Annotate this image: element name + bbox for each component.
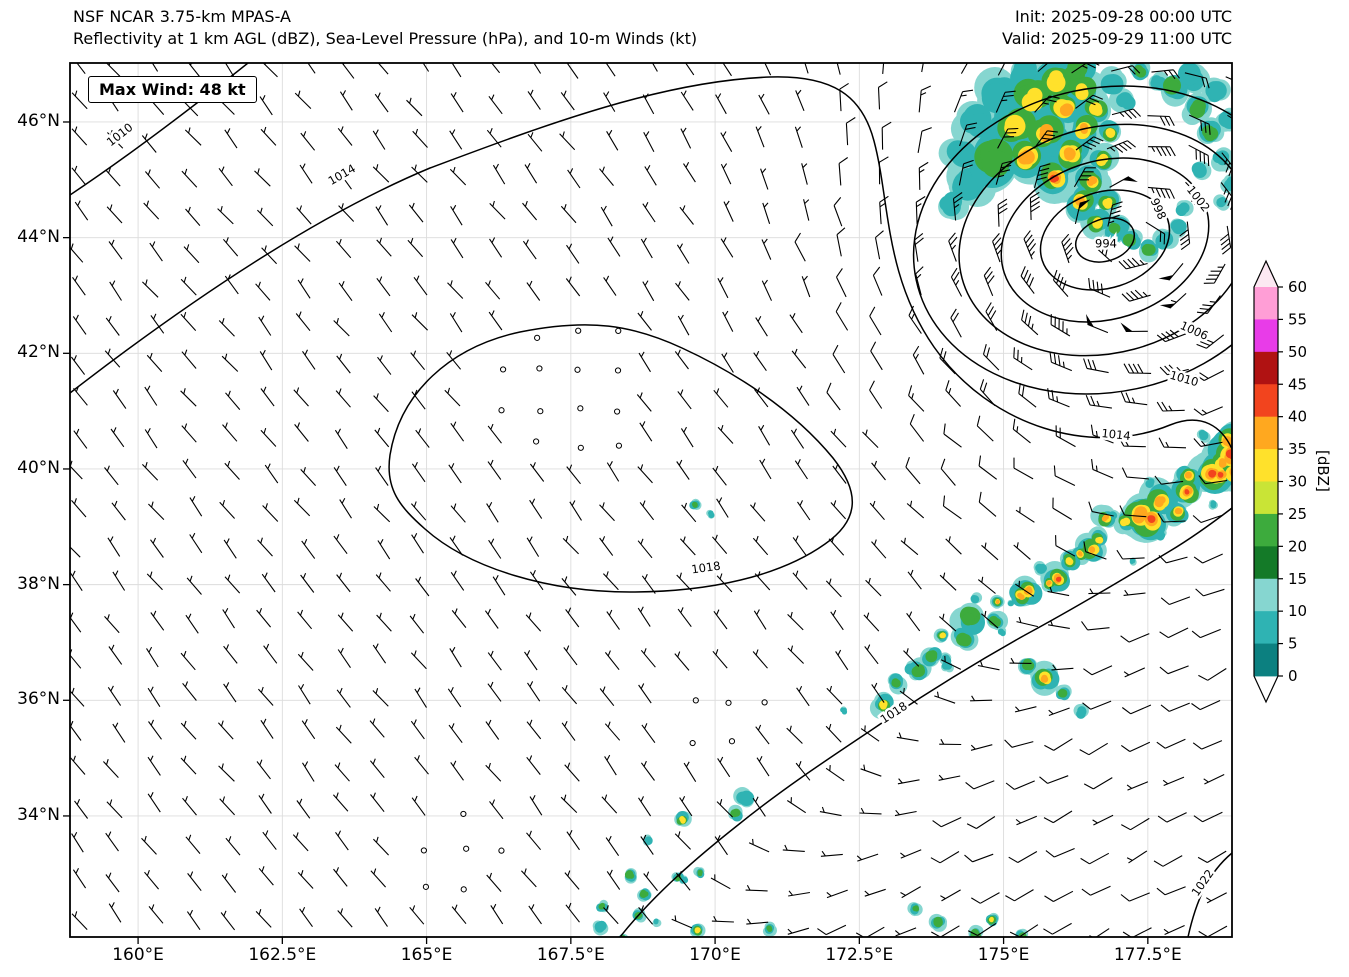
model-title: NSF NCAR 3.75-km MPAS-A (73, 7, 291, 26)
x-tick-label: 165°E (400, 945, 453, 965)
svg-text:10: 10 (1288, 602, 1307, 620)
fields-subtitle: Reflectivity at 1 km AGL (dBZ), Sea-Leve… (73, 29, 698, 48)
x-tick-label: 162.5°E (248, 945, 317, 965)
svg-text:5: 5 (1288, 635, 1298, 653)
svg-text:30: 30 (1288, 473, 1307, 491)
colorbar-unit-label: [dBZ] (1314, 450, 1332, 492)
svg-text:60: 60 (1288, 278, 1307, 296)
svg-text:55: 55 (1288, 310, 1307, 328)
svg-text:40: 40 (1288, 408, 1307, 426)
svg-text:1018: 1018 (690, 559, 721, 577)
y-tick-label: 42°N (17, 342, 60, 363)
valid-time: Valid: 2025-09-29 11:00 UTC (1001, 29, 1232, 48)
svg-text:1006: 1006 (1178, 318, 1210, 343)
y-tick-label: 46°N (17, 110, 60, 131)
x-tick-label: 172.5°E (825, 945, 894, 965)
svg-text:1022: 1022 (1188, 867, 1216, 899)
y-tick-label: 38°N (17, 573, 60, 594)
x-tick-label: 160°E (112, 945, 164, 965)
svg-text:45: 45 (1288, 375, 1307, 393)
svg-text:998: 998 (1148, 196, 1170, 222)
svg-text:1014: 1014 (326, 161, 358, 188)
svg-text:0: 0 (1288, 667, 1298, 685)
y-tick-label: 40°N (17, 457, 60, 478)
svg-text:25: 25 (1288, 505, 1307, 523)
x-tick-label: 177.5°E (1113, 945, 1182, 965)
svg-text:994: 994 (1095, 237, 1117, 251)
svg-text:1010: 1010 (1168, 368, 1200, 390)
figure-header-left: NSF NCAR 3.75-km MPAS-A Reflectivity at … (73, 6, 697, 50)
x-tick-label: 170°E (689, 945, 741, 965)
svg-text:20: 20 (1288, 537, 1307, 555)
x-tick-label: 167.5°E (536, 945, 605, 965)
svg-text:50: 50 (1288, 343, 1307, 361)
max-wind-badge: Max Wind: 48 kt (88, 76, 257, 103)
svg-text:15: 15 (1288, 570, 1307, 588)
svg-text:35: 35 (1288, 440, 1307, 458)
x-tick-label: 175°E (977, 945, 1030, 965)
y-tick-label: 44°N (17, 226, 60, 247)
init-time: Init: 2025-09-28 00:00 UTC (1014, 7, 1232, 26)
y-tick-label: 34°N (17, 804, 60, 825)
svg-text:1014: 1014 (1101, 426, 1132, 443)
figure-header-right: Init: 2025-09-28 00:00 UTC Valid: 2025-0… (1002, 6, 1232, 50)
y-tick-label: 36°N (17, 689, 60, 710)
